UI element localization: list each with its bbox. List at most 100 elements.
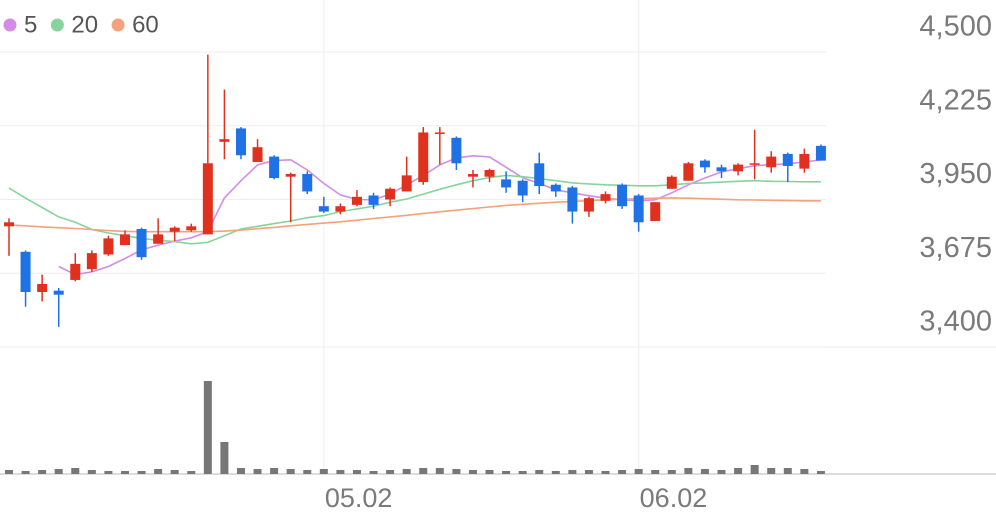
candle-body xyxy=(119,234,130,246)
candle-body xyxy=(583,198,594,212)
candle-body xyxy=(617,184,628,207)
y-tick-label: 4,500 xyxy=(919,11,992,43)
candle-body xyxy=(782,153,793,166)
candle-body xyxy=(666,176,677,189)
volume-bar xyxy=(286,469,295,474)
volume-bar xyxy=(717,470,726,474)
candle-body xyxy=(567,187,578,212)
candle-body xyxy=(269,156,280,179)
ma-line xyxy=(58,154,822,276)
y-tick-label: 3,675 xyxy=(919,232,992,264)
volume-bar xyxy=(38,470,47,474)
volume-bar xyxy=(336,470,345,474)
volume-bar xyxy=(319,469,328,474)
candle-body xyxy=(20,251,31,293)
volume-bar xyxy=(154,469,163,474)
candle-body xyxy=(600,194,611,201)
volume-bar xyxy=(468,470,477,474)
candle-body xyxy=(451,137,462,164)
volume-bar xyxy=(419,468,428,474)
candle-body xyxy=(153,234,164,244)
candle-body xyxy=(335,206,346,212)
volume-bar xyxy=(352,470,361,474)
candle-body xyxy=(699,160,710,168)
legend-label: 20 xyxy=(71,11,98,38)
volume-bar xyxy=(402,469,411,474)
candle-body xyxy=(368,195,379,205)
candle-body xyxy=(136,229,147,258)
candle-body xyxy=(70,263,81,280)
volume-bar xyxy=(700,469,709,474)
volume-bar xyxy=(535,470,544,474)
candle-body xyxy=(351,196,362,205)
candle-body xyxy=(235,128,246,156)
volume-bar xyxy=(87,470,96,474)
x-tick-label: 06.02 xyxy=(640,483,708,513)
volume-bar xyxy=(816,471,825,474)
candle-body xyxy=(749,163,760,165)
volume-bar xyxy=(203,381,212,474)
volume-bar xyxy=(502,471,511,474)
volume-bar xyxy=(568,470,577,474)
volume-bar xyxy=(618,470,627,474)
candle-body xyxy=(733,164,744,172)
volume-bar xyxy=(5,470,13,474)
candle-body xyxy=(202,163,213,235)
y-tick-label: 3,950 xyxy=(919,158,992,190)
candle-body xyxy=(4,222,14,227)
volume-bar xyxy=(386,470,395,474)
candle-body xyxy=(103,238,114,255)
legend-marker xyxy=(50,18,64,32)
volume-bar xyxy=(253,469,262,474)
volume-bar xyxy=(435,468,444,474)
candle-body xyxy=(252,147,263,162)
legend-label: 60 xyxy=(132,11,159,38)
volume-bar xyxy=(584,470,593,474)
candle-body xyxy=(633,195,644,223)
volume-bar xyxy=(369,471,378,474)
ma-line xyxy=(8,197,821,233)
volume-bar xyxy=(783,468,792,474)
candle-body xyxy=(318,206,329,212)
legend-marker xyxy=(111,18,125,32)
candle-body xyxy=(799,153,810,169)
ma-line xyxy=(8,174,821,245)
candle-body xyxy=(683,163,694,181)
candle-body xyxy=(501,179,512,188)
volume-bar xyxy=(303,470,312,474)
volume-bar xyxy=(667,470,676,474)
volume-bar xyxy=(651,470,660,474)
candle-body xyxy=(467,174,478,177)
volume-bar xyxy=(137,471,146,474)
legend-label: 5 xyxy=(24,11,37,38)
volume-bar xyxy=(54,469,63,474)
volume-bar xyxy=(71,468,80,474)
candle-body xyxy=(401,175,412,192)
candle-body xyxy=(169,227,180,232)
volume-bar xyxy=(551,471,560,474)
candle-body xyxy=(385,188,396,200)
volume-bar xyxy=(187,471,196,474)
volume-bar xyxy=(800,469,809,474)
candle-body xyxy=(418,132,429,183)
candle-body xyxy=(650,202,661,221)
candle-body xyxy=(484,170,495,177)
volume-bar xyxy=(485,470,494,474)
y-tick-label: 4,225 xyxy=(919,84,992,116)
volume-bar xyxy=(220,442,229,474)
volume-bar xyxy=(750,465,759,474)
candle-body xyxy=(219,139,230,142)
candle-body xyxy=(86,253,97,270)
volume-bar xyxy=(170,470,179,474)
candle-body xyxy=(37,283,48,293)
candle-body xyxy=(302,174,313,192)
candle-body xyxy=(766,156,777,168)
candle-body xyxy=(550,184,561,192)
volume-bar xyxy=(452,469,461,474)
candle-body xyxy=(285,174,296,177)
candle-body xyxy=(517,180,528,196)
volume-bar xyxy=(120,471,129,474)
volume-bar xyxy=(601,471,610,474)
volume-bar xyxy=(684,468,693,474)
